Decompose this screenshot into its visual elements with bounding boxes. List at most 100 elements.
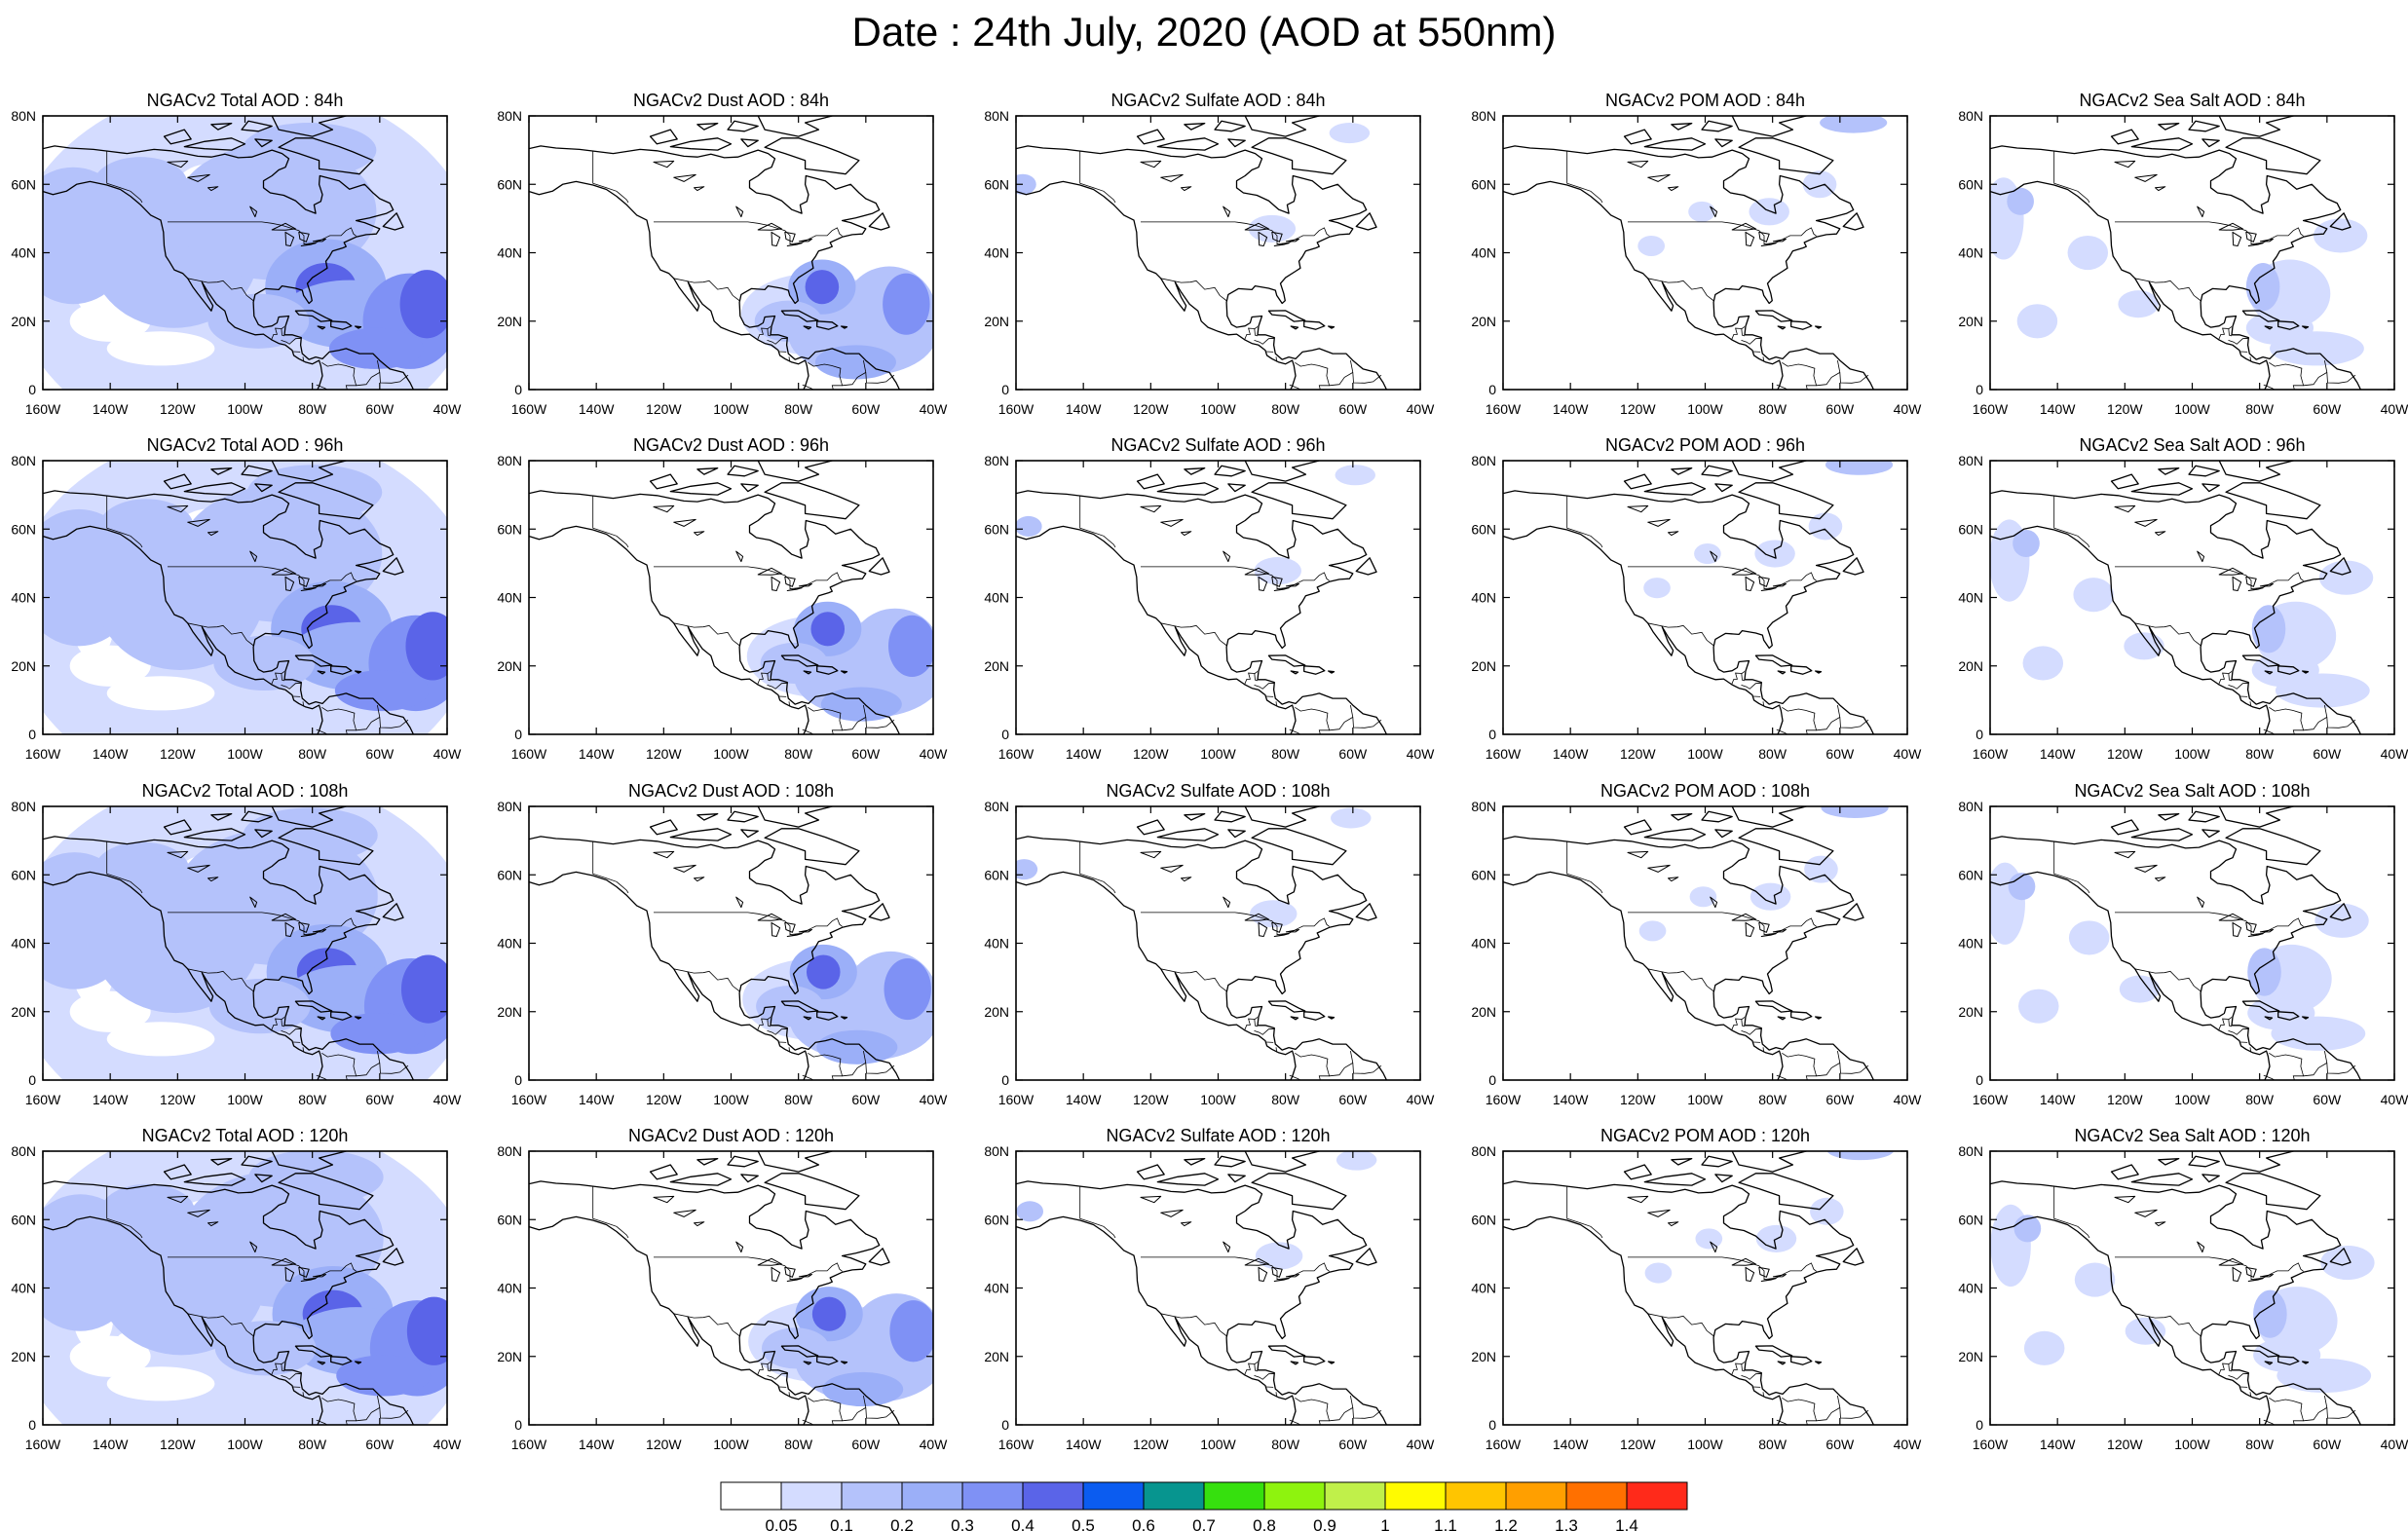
island (210, 467, 233, 475)
border (2269, 1397, 2305, 1425)
island (1184, 467, 1206, 475)
island (354, 325, 362, 329)
border (1141, 912, 1330, 936)
lake (1668, 877, 1679, 882)
aod-shading (1248, 214, 1297, 243)
map-panel: NGACv2 POM AOD : 96h 80N 60N 40N 20N 0 160W 140… (1471, 435, 1922, 762)
island (2264, 1016, 2274, 1021)
lat-tick-label: 80N (497, 453, 522, 468)
island (1227, 1174, 1246, 1183)
lat-tick-label: 0 (1975, 382, 1983, 397)
lon-tick-label: 120W (646, 1092, 682, 1107)
coastline (43, 1180, 415, 1425)
island (740, 138, 759, 148)
border (271, 1017, 285, 1031)
aod-field (1016, 465, 1376, 585)
island (317, 325, 326, 330)
border (2218, 1362, 2233, 1376)
lake (1271, 231, 1283, 243)
border (187, 278, 254, 302)
coastline (1503, 490, 1875, 734)
aod-shading (1331, 807, 1372, 829)
island (669, 828, 733, 841)
island (840, 670, 848, 674)
aod-shading (816, 1029, 898, 1064)
aod-field (748, 1287, 933, 1407)
island (2329, 1248, 2352, 1266)
lake (1710, 896, 1718, 909)
lat-tick-label: 0 (1488, 1417, 1496, 1433)
island (816, 1356, 839, 1365)
lon-tick-label: 100W (1200, 1437, 1236, 1452)
lon-tick-label: 40W (920, 1437, 949, 1452)
lon-tick-label: 120W (2107, 1437, 2143, 1452)
coastline (529, 1180, 901, 1425)
border (757, 1362, 771, 1376)
map-panel: NGACv2 Dust AOD : 120h 80N 60N 40N 20N 0 160W 1… (497, 1126, 949, 1452)
island (816, 1011, 839, 1021)
map-panel: NGACv2 POM AOD : 84h 80N 60N 40N 20N 0 160W 140… (1471, 91, 1922, 417)
island (1251, 137, 1347, 175)
aod-shading (1749, 198, 1789, 226)
island (727, 810, 759, 823)
border (1275, 701, 1278, 707)
lake (207, 186, 219, 192)
border (1628, 912, 1817, 936)
lon-tick-label: 80W (1271, 1437, 1300, 1452)
island (1714, 829, 1733, 839)
border (1566, 1186, 1603, 1239)
coastline (529, 145, 901, 390)
lake (1627, 504, 1649, 513)
island (2241, 310, 2280, 322)
lon-tick-label: 80W (298, 746, 327, 762)
lon-tick-label: 40W (1894, 1437, 1923, 1452)
colorbar-swatch (1565, 1481, 1628, 1511)
island (1327, 670, 1336, 674)
border (1350, 705, 1382, 728)
border (673, 278, 740, 302)
aod-shading (1688, 201, 1715, 222)
lake (284, 1266, 295, 1282)
island (1303, 665, 1326, 675)
island (757, 461, 835, 482)
lon-tick-label: 80W (298, 1092, 327, 1107)
colorbar-swatch (1626, 1481, 1688, 1511)
aod-shading (1750, 882, 1791, 911)
lat-tick-label: 20N (497, 1004, 522, 1020)
island (1355, 1248, 1377, 1266)
aod-shading (100, 1183, 195, 1239)
lat-tick-label: 80N (984, 108, 1009, 124)
lake (207, 877, 219, 882)
island (241, 810, 273, 823)
border (767, 337, 788, 345)
lake (187, 173, 210, 182)
border (1275, 356, 1278, 362)
lake (298, 231, 310, 243)
lake (735, 896, 744, 909)
lat-tick-label: 20N (1471, 1004, 1496, 1020)
border (757, 1017, 771, 1031)
border (2282, 1095, 2297, 1125)
colorbar-swatch (1445, 1481, 1507, 1511)
lon-tick-label: 100W (1687, 401, 1723, 417)
border (1816, 717, 1841, 731)
aod-shading (2016, 304, 2058, 339)
lake (653, 1195, 675, 1204)
island (840, 1361, 848, 1364)
border (1079, 1186, 1116, 1239)
aod-field (1637, 116, 1888, 257)
border (1295, 706, 1331, 734)
lon-tick-label: 120W (160, 746, 196, 762)
lake (1223, 1241, 1231, 1253)
island (868, 557, 890, 576)
island (2110, 129, 2139, 145)
border (1741, 328, 1746, 337)
coastline (1016, 1180, 1388, 1425)
lat-tick-label: 20N (1471, 1349, 1496, 1364)
colorbar-label: 0.3 (951, 1516, 974, 1531)
lake (673, 518, 696, 527)
borders (1566, 496, 1869, 734)
lake (1273, 933, 1290, 937)
lat-tick-label: 40N (497, 245, 522, 261)
lat-tick-label: 80N (1471, 1143, 1496, 1159)
